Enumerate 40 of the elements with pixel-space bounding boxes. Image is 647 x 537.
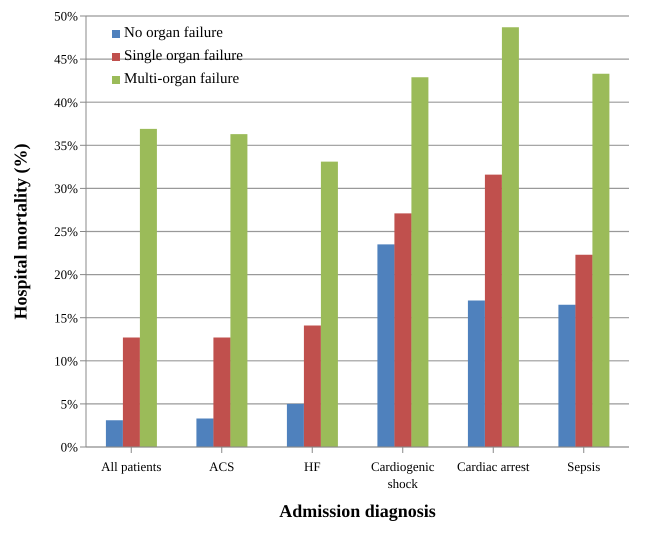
bar [592,74,610,447]
x-tick-label: Sepsis [567,459,600,474]
bar [377,244,394,447]
y-tick-label: 25% [54,224,78,240]
bar [230,134,248,447]
bar [484,174,502,447]
y-tick-label: 0% [60,440,78,455]
bar [320,162,338,447]
x-tick-label: All patients [101,459,162,474]
bar [575,254,592,447]
y-tick-label: 10% [54,353,78,368]
bar [196,418,214,447]
legend-label: Single organ failure [124,47,243,66]
x-tick-label: ACS [209,459,234,474]
y-tick-label: 45% [54,52,78,67]
bar [106,420,123,447]
y-axis-title: Hospital mortality (%) [10,144,30,320]
x-tick-label: Cardiogenic shock [370,459,435,491]
y-tick-label: 40% [54,94,78,110]
y-tick-label: 20% [54,267,78,282]
bar [394,213,412,447]
bar [411,77,428,447]
bar [140,128,157,447]
legend-label: No organ failure [124,24,223,43]
y-tick-label: 5% [60,396,78,412]
y-tick-label: 30% [54,181,78,196]
bar [122,338,140,447]
y-tick-label: 50% [54,8,78,24]
bar [468,300,485,447]
bar [304,325,321,447]
y-tick-label: 35% [54,138,78,153]
x-tick-label: Cardiac arrest [456,459,530,474]
y-tick-label: 15% [54,310,78,326]
bar [558,304,576,447]
x-axis-title: Admission diagnosis [279,501,436,521]
bar [502,27,519,447]
x-tick-label: HF [304,459,321,474]
bar [286,404,304,447]
legend-label: Multi-organ failure [124,70,240,89]
bar [213,338,230,447]
